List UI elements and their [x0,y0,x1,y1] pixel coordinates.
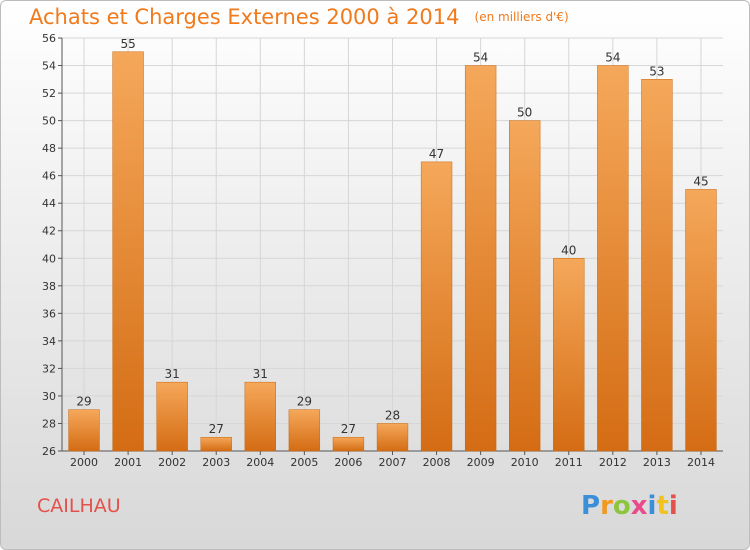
y-tick-label: 44 [42,197,56,210]
y-tick-label: 26 [42,445,56,458]
x-tick-label-2007: 2007 [379,456,407,469]
y-tick-label: 40 [42,252,56,265]
bar-2004 [244,381,276,452]
y-tick-label: 48 [42,142,56,155]
y-tick-label: 54 [42,60,56,73]
location-name: CAILHAU [37,495,121,517]
x-tick-label-2009: 2009 [467,456,495,469]
data-label-2011: 40 [561,243,576,257]
data-label-2003: 27 [209,422,224,436]
logo-letter: i [647,491,657,521]
data-label-2000: 29 [76,395,91,409]
logo-letter: r [600,491,613,521]
x-tick-label-2004: 2004 [246,456,274,469]
data-label-2008: 47 [429,147,444,161]
y-tick-label: 30 [42,390,56,403]
chart-subtitle: (en milliers d'€) [474,10,569,24]
x-tick-label-2008: 2008 [423,456,451,469]
labels: 26 28 30 32 34 36 38 40 42 44 46 48 50 52 54 56 29 2000 55… [42,32,715,469]
data-label-2006: 27 [341,422,356,436]
bar-2000 [68,409,100,452]
data-label-2014: 45 [693,174,708,188]
chart-title: Achats et Charges Externes 2000 à 2014 [29,5,460,29]
data-label-2009: 54 [473,51,488,65]
data-label-2007: 28 [385,408,400,422]
y-tick-label: 28 [42,417,56,430]
y-tick-label: 36 [42,307,56,320]
data-label-2012: 54 [605,51,620,65]
logo-letter: x [630,491,648,521]
x-tick-label-2002: 2002 [158,456,186,469]
x-tick-label-2011: 2011 [555,456,583,469]
x-tick-label-2006: 2006 [334,456,362,469]
bars [68,51,717,452]
bar-2001 [112,51,144,452]
bar-2010 [509,120,541,452]
chart-header: Achats et Charges Externes 2000 à 2014 (… [29,5,569,29]
bar-2002 [156,381,188,452]
x-tick-label-2014: 2014 [687,456,715,469]
bar-2005 [288,409,321,452]
y-tick-label: 34 [42,335,56,348]
bar-2009 [464,65,497,452]
bar-2012 [597,65,629,452]
y-tick-label: 46 [42,170,56,183]
y-tick-label: 38 [42,280,56,293]
bar-2011 [553,258,585,452]
bar-2007 [376,423,409,452]
y-tick-label: 56 [42,32,56,45]
data-label-2005: 29 [297,395,312,409]
y-tick-label: 50 [42,115,56,128]
x-tick-label-2003: 2003 [202,456,230,469]
logo-letter: o [612,491,631,521]
logo-letter: P [581,491,601,521]
data-label-2004: 31 [253,367,268,381]
bar-2006 [332,436,365,452]
x-tick-label-2013: 2013 [643,456,671,469]
x-tick-label-2005: 2005 [290,456,318,469]
logo-letter: i [668,491,678,521]
x-tick-label-2012: 2012 [599,456,627,469]
data-label-2013: 53 [649,64,664,78]
x-tick-label-2001: 2001 [114,456,142,469]
bar-2008 [420,161,453,452]
data-label-2001: 55 [120,37,135,51]
logo-letter: t [656,491,669,521]
y-tick-label: 32 [42,362,56,375]
bar-2014 [685,189,717,452]
bar-2003 [200,436,232,452]
y-tick-label: 52 [42,87,56,100]
bar-2013 [641,79,673,452]
y-tick-label: 42 [42,225,56,238]
x-tick-label-2010: 2010 [511,456,539,469]
proxiti-logo: Proxiti [581,491,678,521]
data-label-2010: 50 [517,106,532,120]
x-tick-label-2000: 2000 [70,456,98,469]
data-label-2002: 31 [165,367,180,381]
